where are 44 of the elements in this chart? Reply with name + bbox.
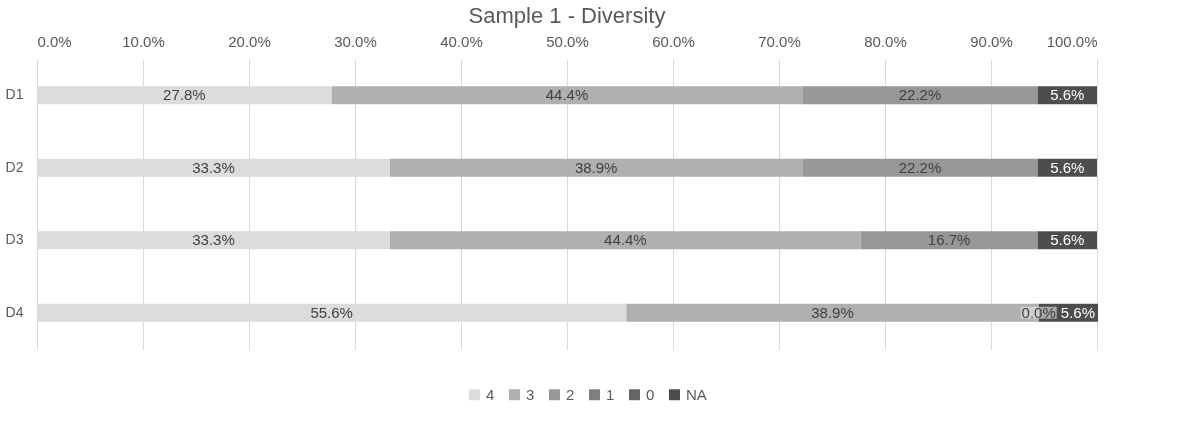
data-label: 22.2% [898, 86, 942, 104]
x-tick-label: 20.0% [228, 32, 271, 50]
x-tick-label: 80.0% [864, 32, 907, 50]
data-label: 5.6% [1050, 86, 1085, 104]
data-label: 44.4% [545, 86, 589, 104]
data-label: 5.6% [1060, 303, 1096, 321]
bar [802, 86, 1038, 105]
legend-label: NA [686, 385, 707, 403]
data-label: 27.8% [163, 86, 206, 104]
x-tick-label: 60.0% [652, 32, 695, 50]
legend-label: 0 [646, 385, 655, 403]
data-label: 22.2% [898, 158, 942, 176]
bar [389, 231, 861, 250]
x-tick-label: 50.0% [546, 32, 589, 50]
legend-label: 2 [566, 385, 575, 403]
data-label: 0.0% [1021, 303, 1056, 321]
legend-label: 1 [606, 385, 615, 403]
bar [860, 231, 1038, 250]
data-label: 38.9% [811, 303, 854, 321]
data-label: 44.4% [604, 231, 647, 249]
y-tick-label: D1 [5, 86, 24, 103]
y-tick-label: D4 [5, 303, 24, 320]
x-tick-label: 90.0% [970, 32, 1013, 50]
chart-title: Sample 1 - Diversity [468, 3, 666, 28]
bar [802, 158, 1038, 177]
data-label: 5.6% [1050, 158, 1085, 176]
x-tick-label: 0.0% [37, 32, 72, 50]
bar [331, 86, 803, 105]
x-tick-label: 40.0% [440, 32, 483, 50]
data-label: 38.9% [574, 158, 618, 176]
bar [389, 158, 803, 177]
x-tick-label: 10.0% [122, 32, 165, 50]
x-tick-label: 100.0% [1046, 32, 1098, 50]
data-label: 16.7% [927, 231, 971, 249]
y-tick-label: D2 [5, 158, 24, 175]
data-label: 33.3% [192, 158, 235, 176]
data-label: 55.6% [310, 303, 353, 321]
legend-label: 4 [486, 385, 495, 403]
data-label: 5.6% [1050, 231, 1085, 249]
x-tick-label: 70.0% [758, 32, 801, 50]
y-tick-label: D3 [5, 231, 24, 248]
legend-label: 3 [526, 385, 535, 403]
data-label: 33.3% [192, 231, 235, 249]
x-tick-label: 30.0% [334, 32, 377, 50]
